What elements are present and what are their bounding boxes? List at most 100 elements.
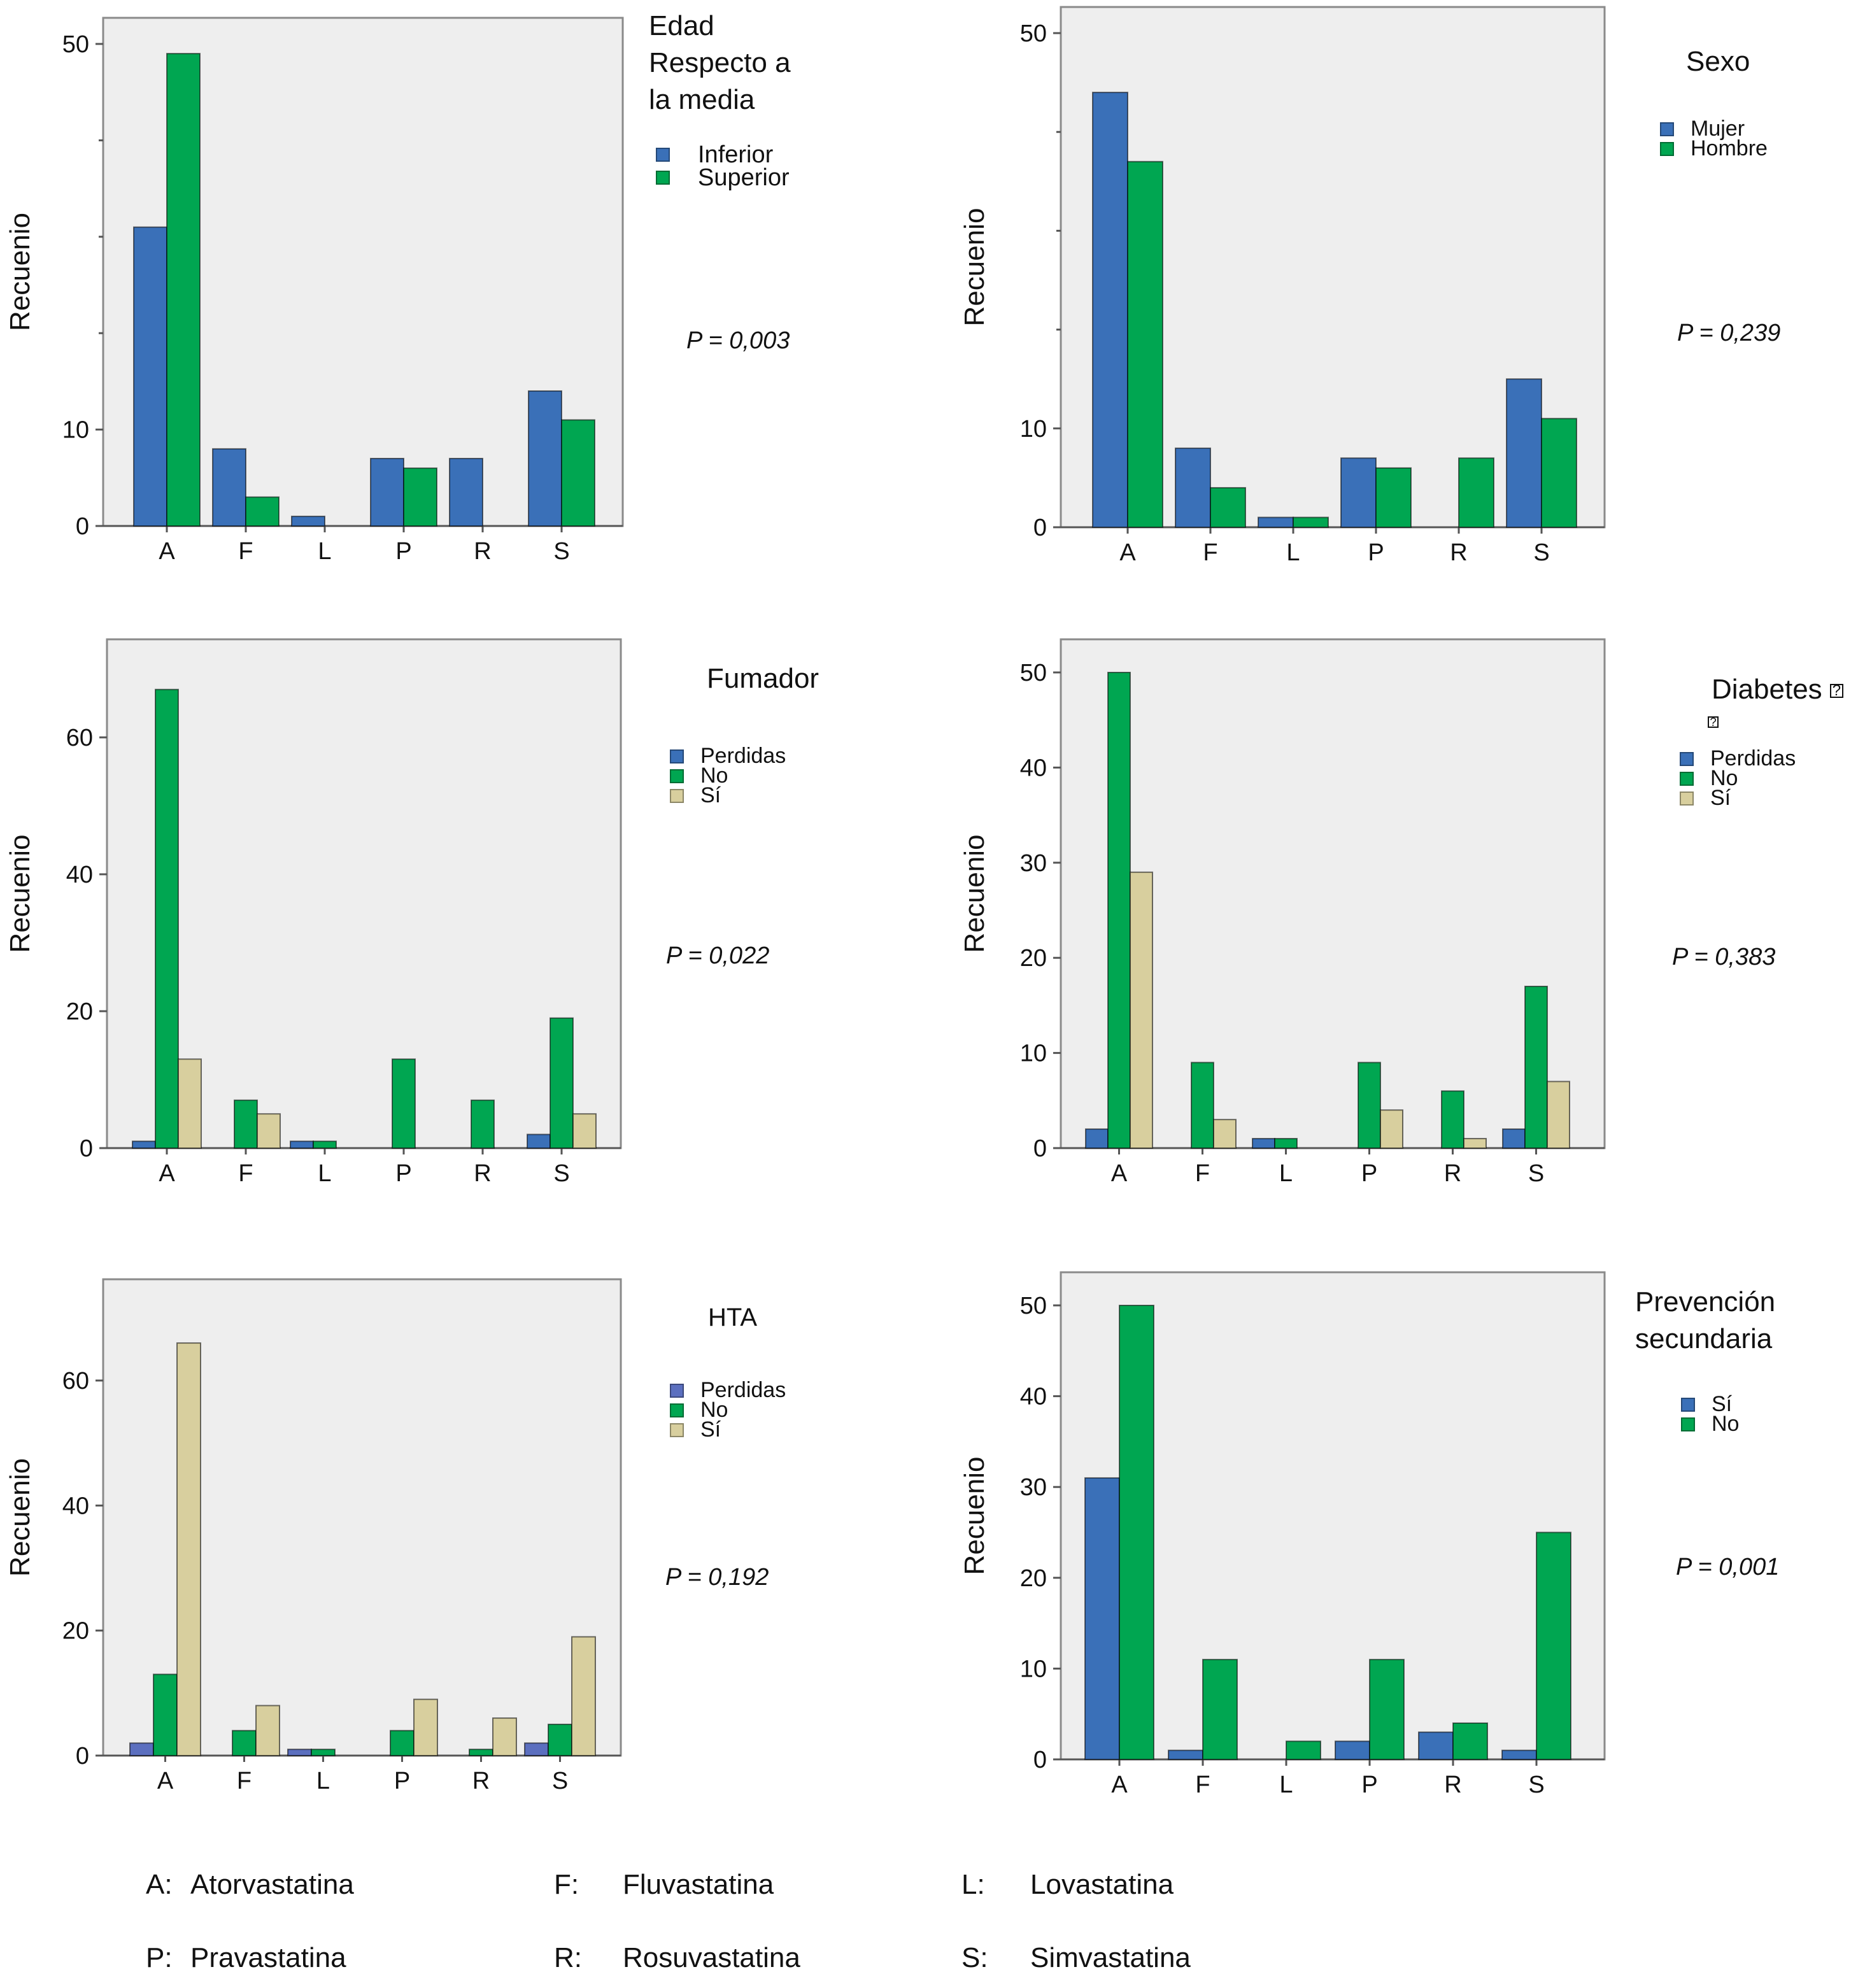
- bar-A-perdidas: [1085, 1128, 1109, 1149]
- bar-S-no: [1524, 986, 1548, 1149]
- bar-L-no: [313, 1140, 337, 1149]
- y-tick-label: 20: [66, 998, 93, 1025]
- x-tick-label-F: F: [1195, 1160, 1210, 1187]
- y-tick-label: 0: [1033, 515, 1047, 541]
- legend-item: No: [1680, 767, 1796, 789]
- x-tick-label-F: F: [1195, 1771, 1210, 1798]
- x-tick-label-F: F: [237, 1768, 252, 1794]
- legend-label: Mujer: [1691, 117, 1745, 141]
- bar-A-no: [1107, 672, 1131, 1149]
- legend-list: Sí No: [1681, 1392, 1740, 1436]
- bar-P-hombre: [1375, 467, 1412, 529]
- x-tick-label-P: P: [394, 1768, 410, 1794]
- y-axis-label: Recuenio: [4, 1458, 36, 1577]
- legend-item: Perdidas: [670, 1378, 786, 1402]
- bar-S-superior: [561, 419, 595, 527]
- bar-F-mujer: [1175, 447, 1211, 529]
- legend-title-extra: ?: [1708, 708, 1719, 734]
- legend-swatch-blue: [1681, 1397, 1695, 1412]
- bar-F-s: [257, 1113, 281, 1149]
- legend-swatch-green: [670, 1403, 684, 1417]
- legend-item: Perdidas: [670, 744, 786, 768]
- key-name: Rosuvastatina: [623, 1942, 800, 1973]
- legend-list: Inferior Superior: [656, 141, 790, 190]
- missing-glyph-icon: ?: [1829, 683, 1843, 699]
- bar-F-no: [234, 1099, 258, 1149]
- y-axis-label: Recuenio: [4, 213, 36, 331]
- bar-P-s: [413, 1698, 438, 1756]
- p-value: P = 0,239: [1677, 320, 1781, 346]
- legend-title: Edad Respecto a la media: [649, 8, 791, 118]
- key-name: Atorvastatina: [190, 1869, 354, 1900]
- x-tick-label-L: L: [1279, 1160, 1293, 1187]
- legend-label: No: [1712, 1412, 1740, 1436]
- bar-R-s: [1463, 1138, 1487, 1149]
- x-tick-label-R: R: [1444, 1160, 1461, 1187]
- bar-R-no: [1441, 1090, 1464, 1149]
- legend-item: Perdidas: [1680, 746, 1796, 770]
- bar-P-s: [1335, 1740, 1370, 1760]
- bar-R-s: [1418, 1731, 1454, 1760]
- y-tick-label: 0: [76, 1743, 89, 1770]
- y-axis-label: Recuenio: [959, 835, 990, 953]
- legend-title-line: secundaria: [1635, 1323, 1773, 1354]
- key-item: R: Rosuvastatina: [554, 1942, 800, 1974]
- y-tick-label: 30: [1020, 850, 1047, 877]
- bar-A-no: [155, 688, 179, 1149]
- x-tick-label-P: P: [1368, 539, 1384, 566]
- legend-label: Inferior: [698, 141, 774, 168]
- x-tick-label-L: L: [318, 1160, 331, 1187]
- legend-label: Sí: [1710, 786, 1731, 810]
- y-tick-label: 50: [1020, 660, 1047, 686]
- bar-F-no: [1191, 1061, 1214, 1149]
- p-value: P = 0,003: [686, 327, 790, 354]
- legend-list: Perdidas No Sí: [670, 1378, 786, 1440]
- legend-title-line: Edad: [649, 10, 714, 41]
- bar-A-s: [1084, 1477, 1120, 1760]
- bar-A-no: [1119, 1305, 1154, 1760]
- x-tick-label-S: S: [553, 1160, 569, 1187]
- legend-label: Perdidas: [1710, 746, 1796, 770]
- bar-P-inferior: [370, 458, 404, 527]
- legend-label: Perdidas: [700, 744, 786, 768]
- key-item: F: Fluvastatina: [554, 1869, 774, 1901]
- legend-label: Perdidas: [700, 1378, 786, 1402]
- bar-A-hombre: [1127, 160, 1163, 528]
- x-tick-label-S: S: [1533, 539, 1549, 566]
- legend-swatch-blue: [1680, 751, 1694, 766]
- bar-A-inferior: [133, 226, 167, 527]
- bar-F-s: [255, 1705, 280, 1756]
- x-tick-label-L: L: [1279, 1771, 1293, 1798]
- bar-S-no: [548, 1723, 572, 1757]
- y-tick-label: 0: [76, 513, 89, 540]
- x-tick-label-R: R: [474, 538, 491, 565]
- x-tick-label-R: R: [1450, 539, 1467, 566]
- bar-P-superior: [403, 467, 437, 527]
- y-tick-label: 0: [1033, 1747, 1047, 1773]
- bar-S-inferior: [528, 390, 562, 527]
- legend-swatch-beige: [1680, 791, 1694, 806]
- bar-S-perdidas: [527, 1133, 551, 1149]
- legend-label: Sí: [700, 783, 721, 807]
- bar-P-mujer: [1340, 457, 1377, 528]
- legend-item: Sí: [670, 1419, 786, 1440]
- x-tick-label-P: P: [395, 538, 411, 565]
- legend-title-line: Respecto a: [649, 47, 791, 78]
- x-tick-label-A: A: [1111, 1160, 1128, 1187]
- bar-A-superior: [166, 53, 201, 527]
- y-tick-label: 40: [66, 862, 93, 888]
- bar-S-s: [571, 1636, 596, 1757]
- legend-label: Sí: [1712, 1392, 1733, 1416]
- y-tick-label: 40: [62, 1493, 89, 1519]
- y-tick-label: 10: [1020, 1656, 1047, 1682]
- legend-list: Mujer Hombre: [1660, 117, 1768, 159]
- x-tick-label-R: R: [1444, 1771, 1461, 1798]
- bar-S-no: [1536, 1531, 1571, 1760]
- x-tick-label-S: S: [1528, 1771, 1544, 1798]
- y-axis-label: Recuenio: [4, 835, 36, 953]
- legend-item: Sí: [1681, 1392, 1739, 1416]
- bar-P-no: [390, 1729, 415, 1757]
- y-tick-label: 40: [1020, 1384, 1047, 1410]
- bar-S-s: [1547, 1081, 1570, 1149]
